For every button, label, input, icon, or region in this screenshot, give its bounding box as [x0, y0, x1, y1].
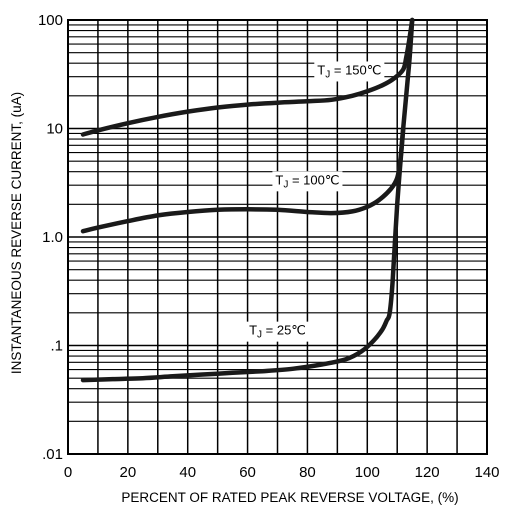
y-tick-label: 1.0 — [42, 229, 63, 246]
x-tick-label: 140 — [474, 464, 499, 481]
y-tick-label: .01 — [42, 446, 63, 463]
x-tick-label: 60 — [239, 464, 256, 481]
y-tick-label: .1 — [50, 338, 63, 355]
x-tick-label: 40 — [179, 464, 196, 481]
curve-label: TJ = 25℃ — [246, 322, 309, 342]
series-line-2 — [83, 129, 403, 232]
y-tick-label: 10 — [46, 121, 63, 138]
x-tick-label: 0 — [64, 464, 72, 481]
curve-label: TJ = 100℃ — [272, 171, 342, 191]
y-axis-label: INSTANTANEOUS REVERSE CURRENT, (uA) — [9, 92, 24, 374]
x-tick-label: 120 — [415, 464, 440, 481]
y-tick-labels: .01 .1 1.0 10 100 — [38, 12, 63, 463]
x-tick-label: 80 — [299, 464, 316, 481]
x-tick-label: 100 — [355, 464, 380, 481]
grid — [68, 20, 487, 454]
y-tick-label: 100 — [38, 12, 63, 29]
curve-label: TJ = 150℃ — [314, 61, 384, 81]
x-axis-label: PERCENT OF RATED PEAK REVERSE VOLTAGE, (… — [121, 490, 458, 505]
x-tick-labels: 0 20 40 60 80 100 120 140 — [64, 464, 500, 481]
x-tick-label: 20 — [120, 464, 137, 481]
